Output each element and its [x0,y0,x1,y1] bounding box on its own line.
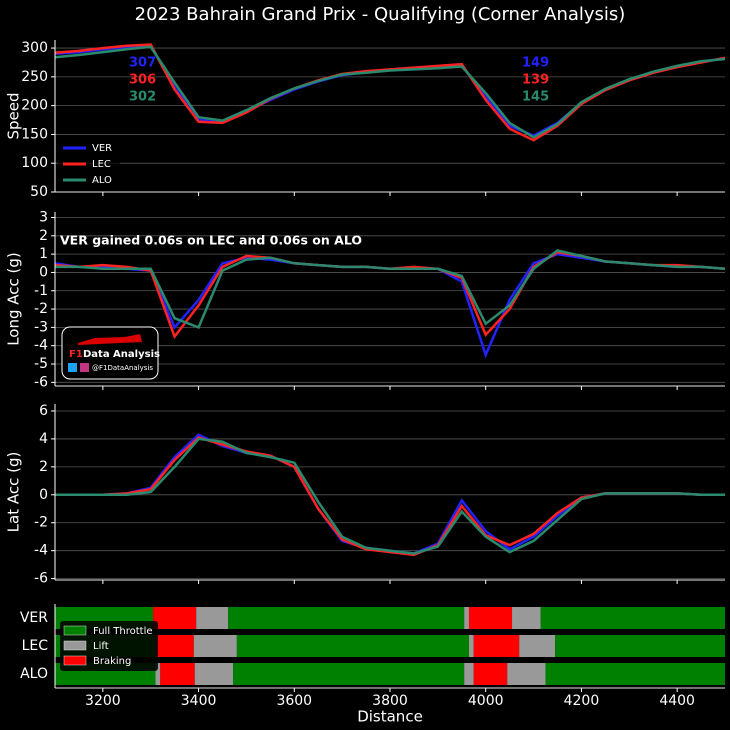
y-tick-label: 100 [21,155,48,171]
series-line [55,249,726,330]
series-line [55,436,725,557]
y-tick-label: 150 [21,126,48,142]
throttle-segment [540,607,725,629]
speed-annotation: 306 [129,73,156,88]
x-tick-label: 4400 [659,693,695,709]
series-line [54,45,726,139]
throttle-segment [236,635,469,657]
y-tick-label: -6 [34,571,48,587]
y-tick-label: 1 [39,246,48,262]
throttle-segment [233,663,465,685]
throttle-segment [155,663,161,685]
x-tick-label: 4000 [468,693,504,709]
x-axis-label: Distance [357,708,423,726]
legend-swatch [63,640,87,651]
throttle-segment [153,607,197,629]
series-line [55,437,725,555]
throttle-segment [196,607,229,629]
legend-label: ALO [92,175,112,186]
legend-label: LEC [92,159,111,170]
throttle-segment [519,635,556,657]
throttle-segment [194,663,234,685]
y-tick-label: -6 [34,374,48,390]
y-tick-label: 0 [39,487,48,503]
x-tick-label: 3800 [372,693,408,709]
logo-handle: @F1DataAnalysis [92,364,153,372]
series-line [54,250,726,340]
throttle-segment [512,607,541,629]
logo-title: Data Analysis [83,349,160,360]
x-tick-label: 3400 [181,693,217,709]
logo-brand: F1 [69,349,83,360]
throttle-segment [155,635,194,657]
throttle-segment [464,607,469,629]
y-tick-label: -1 [34,283,48,299]
speed-annotation: 139 [522,73,549,88]
logo-icon [80,363,89,372]
y-tick-label: 2 [39,459,48,475]
y-tick-label: 2 [39,228,48,244]
y-tick-label: 200 [21,98,48,114]
y-tick-label: 6 [39,403,48,419]
y-tick-label: -4 [34,543,48,559]
y-tick-label: VER [20,610,48,626]
y-tick-label: 4 [39,431,48,447]
throttle-segment [193,635,237,657]
legend-label: Full Throttle [93,626,153,637]
y-tick-label: ALO [20,666,48,682]
speed-annotation: 149 [522,56,549,71]
speed-annotation: 145 [522,90,549,105]
x-tick-label: 3200 [85,693,121,709]
throttle-segment [464,663,474,685]
y-tick-label: 250 [21,69,48,85]
throttle-segment [468,607,513,629]
x-tick-label: 4200 [564,693,600,709]
logo-icon [68,363,77,372]
throttle-segment [473,635,520,657]
speed-annotation: 307 [129,56,156,71]
y-tick-label: -5 [34,356,48,372]
y-tick-label: -2 [34,515,48,531]
y-tick-label: 3 [39,209,48,225]
y-tick-label: 300 [21,40,48,56]
y-tick-label: 50 [30,184,48,200]
throttle-segment [228,607,465,629]
y-axis-label: Long Acc (g) [5,252,23,346]
y-tick-label: -4 [34,338,48,354]
y-tick-label: LEC [22,638,49,654]
throttle-segment [555,635,725,657]
legend-label: VER [92,143,112,154]
x-tick-label: 3600 [276,693,312,709]
legend-swatch [63,655,87,666]
logo-car [78,334,142,345]
y-axis-label: Speed [5,92,23,139]
throttle-segment [160,663,195,685]
gap-annotation: VER gained 0.06s on LEC and 0.06s on ALO [60,233,362,248]
chart-title: 2023 Bahrain Grand Prix - Qualifying (Co… [135,4,626,25]
legend-label: Lift [93,641,109,652]
throttle-segment [507,663,546,685]
throttle-segment [545,663,725,685]
throttle-segment [473,663,508,685]
y-tick-label: -2 [34,301,48,317]
legend-label: Braking [93,656,131,667]
y-tick-label: 0 [39,264,48,280]
y-tick-label: -3 [34,319,48,335]
y-axis-label: Lat Acc (g) [5,452,23,533]
throttle-segment [468,635,474,657]
legend-swatch [63,625,87,636]
speed-annotation: 302 [129,90,156,105]
